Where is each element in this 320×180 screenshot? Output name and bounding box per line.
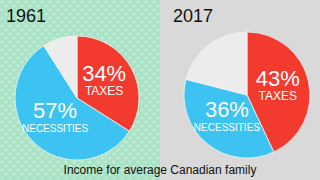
category-label: TAXES bbox=[259, 89, 297, 103]
category-label: NECESSITIES bbox=[194, 122, 260, 133]
pie-0 bbox=[15, 36, 139, 160]
pie-slice bbox=[44, 36, 77, 98]
value-label: 34% bbox=[82, 61, 126, 86]
value-label: 36% bbox=[205, 97, 249, 122]
pie-slice bbox=[186, 32, 247, 95]
pie-title: 2017 bbox=[173, 6, 213, 26]
caption: Income for average Canadian family bbox=[64, 163, 257, 177]
data-labels: 34%TAXES 57%NECESSITIES bbox=[22, 61, 126, 134]
value-label: 57% bbox=[33, 98, 77, 123]
pie-title: 1961 bbox=[6, 6, 46, 26]
background-right bbox=[160, 0, 320, 180]
value-label: 43% bbox=[256, 66, 300, 91]
data-labels: 43%TAXES 36%NECESSITIES bbox=[194, 66, 300, 133]
category-label: NECESSITIES bbox=[22, 123, 88, 134]
chart-root: 196134%TAXES57%NECESSITIES201743%TAXES36… bbox=[0, 0, 320, 180]
pie-1 bbox=[184, 32, 310, 158]
category-label: TAXES bbox=[85, 84, 123, 98]
background-left bbox=[0, 0, 160, 180]
